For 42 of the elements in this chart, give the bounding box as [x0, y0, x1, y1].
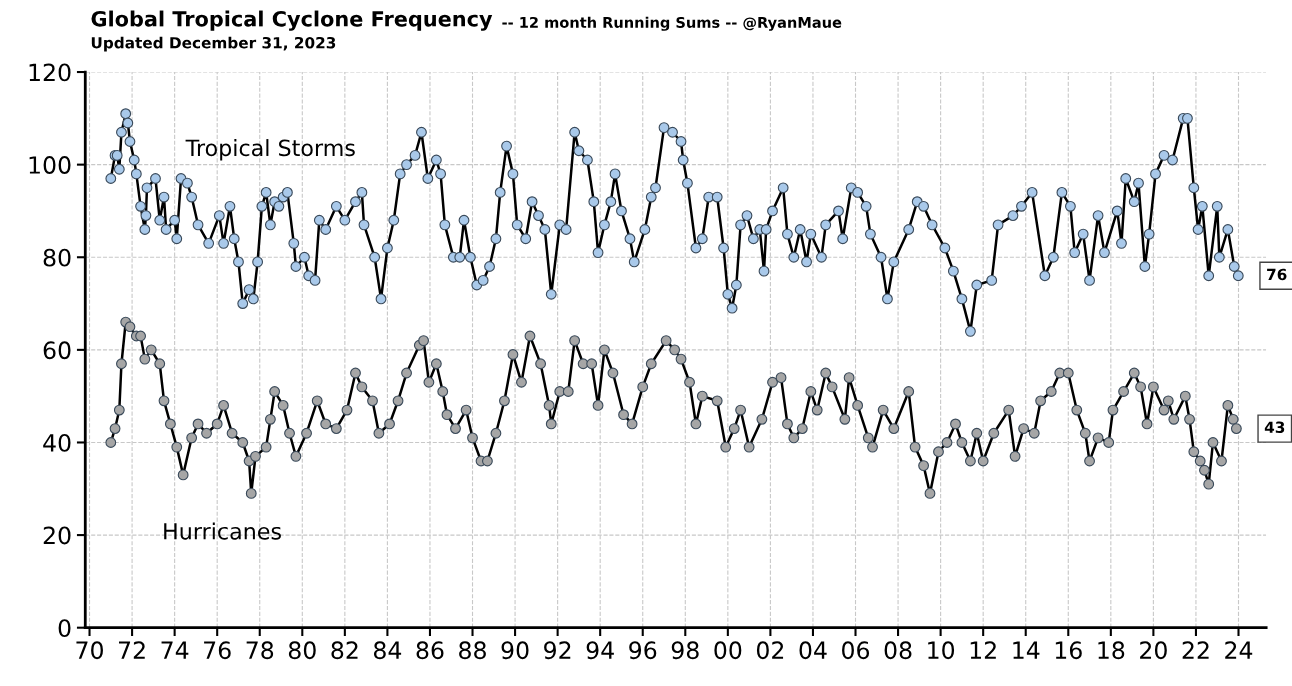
x-tick-label: 82 — [331, 641, 358, 660]
x-tick-label: 86 — [416, 641, 444, 660]
x-tick-label: 96 — [629, 641, 657, 660]
y-tick-label: 120 — [29, 63, 71, 82]
x-tick-label: 80 — [288, 641, 316, 660]
x-tick-label: 08 — [884, 641, 912, 660]
y-tick-label: 40 — [43, 433, 71, 452]
x-tick-label: 14 — [1013, 641, 1040, 659]
chart-title: Global Tropical Cyclone Frequency — [91, 10, 493, 31]
x-tick-label: 02 — [756, 641, 784, 660]
text: -- 12 month Running Sums -- @RyanMaue — [502, 16, 842, 31]
x-tick-label: 18 — [1098, 641, 1125, 660]
x-tick-label: 16 — [1055, 641, 1082, 660]
series-label: Tropical Storms — [185, 139, 355, 161]
x-tick-label: 04 — [799, 641, 827, 660]
x-tick-label: 92 — [544, 641, 571, 660]
x-tick-label: 24 — [1225, 641, 1253, 659]
x-tick-label: 00 — [714, 641, 742, 660]
x-tick-label: 22 — [1182, 641, 1209, 659]
x-tick-label: 84 — [373, 641, 402, 660]
annotation: 76 — [1267, 268, 1287, 281]
x-tick-label: 06 — [842, 641, 870, 660]
x-tick-label: 12 — [970, 641, 996, 659]
x-tick-label: 10 — [928, 641, 955, 660]
chart-subtitle: Updated December 31, 2023 — [91, 36, 336, 52]
y-tick-label: 20 — [43, 526, 71, 545]
annotation: 43 — [1264, 421, 1285, 434]
x-tick-label: 76 — [204, 641, 231, 660]
x-tick-label: 74 — [161, 641, 189, 659]
x-tick-label: 70 — [76, 641, 103, 660]
x-tick-label: 98 — [671, 641, 699, 660]
series-label: Hurricanes — [164, 522, 281, 540]
y-tick-label: 100 — [29, 156, 71, 174]
x-tick-label: 88 — [459, 641, 486, 660]
y-tick-label: 0 — [58, 619, 71, 637]
x-tick-label: 20 — [1140, 641, 1167, 660]
y-tick-label: 60 — [43, 341, 71, 360]
x-tick-label: 94 — [586, 641, 614, 660]
y-tick-label: 80 — [43, 248, 71, 267]
x-tick-label: 90 — [501, 641, 529, 660]
x-tick-label: 72 — [119, 641, 145, 659]
x-tick-label: 78 — [246, 641, 274, 660]
